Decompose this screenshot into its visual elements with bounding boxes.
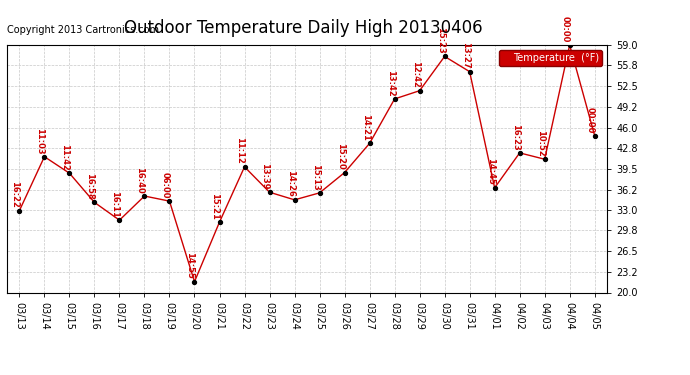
Text: 14:26: 14:26 — [286, 170, 295, 197]
Text: 00:00: 00:00 — [561, 16, 570, 42]
Point — [464, 69, 475, 75]
Text: 16:40: 16:40 — [135, 167, 144, 194]
Text: 15:21: 15:21 — [210, 193, 219, 219]
Text: 12:42: 12:42 — [411, 61, 420, 88]
Text: 16:58: 16:58 — [86, 173, 95, 200]
Text: 15:13: 15:13 — [310, 164, 319, 190]
Text: 14:55: 14:55 — [186, 252, 195, 279]
Text: 11:12: 11:12 — [235, 137, 244, 164]
Point — [289, 197, 300, 203]
Point — [589, 133, 600, 139]
Point — [514, 150, 525, 156]
Point — [39, 154, 50, 160]
Text: 13:42: 13:42 — [386, 70, 395, 96]
Text: 15:20: 15:20 — [335, 143, 344, 170]
Point — [14, 208, 25, 214]
Text: 13:27: 13:27 — [461, 42, 470, 69]
Point — [214, 219, 225, 225]
Point — [89, 200, 100, 206]
Text: 16:11: 16:11 — [110, 191, 119, 217]
Text: 06:00: 06:00 — [161, 172, 170, 199]
Point — [364, 140, 375, 146]
Point — [339, 170, 350, 176]
Legend: Temperature  (°F): Temperature (°F) — [499, 50, 602, 66]
Text: 11:42: 11:42 — [61, 144, 70, 171]
Text: Copyright 2013 Cartronics.com: Copyright 2013 Cartronics.com — [7, 25, 159, 35]
Text: 15:23: 15:23 — [435, 27, 444, 54]
Point — [139, 193, 150, 199]
Text: 16:22: 16:22 — [10, 181, 19, 208]
Point — [264, 189, 275, 195]
Point — [564, 42, 575, 48]
Point — [114, 217, 125, 223]
Point — [489, 185, 500, 191]
Text: 14:21: 14:21 — [361, 114, 370, 141]
Text: Outdoor Temperature Daily High 20130406: Outdoor Temperature Daily High 20130406 — [124, 19, 483, 37]
Text: 14:45: 14:45 — [486, 158, 495, 185]
Point — [189, 279, 200, 285]
Point — [164, 198, 175, 204]
Point — [389, 96, 400, 102]
Point — [239, 164, 250, 170]
Point — [64, 170, 75, 176]
Text: 13:39: 13:39 — [261, 163, 270, 190]
Text: 11:03: 11:03 — [35, 128, 44, 154]
Point — [439, 53, 450, 59]
Text: 00:00: 00:00 — [586, 107, 595, 133]
Point — [539, 156, 550, 162]
Text: 16:23: 16:23 — [511, 124, 520, 150]
Point — [314, 190, 325, 196]
Point — [414, 88, 425, 94]
Text: 10:52: 10:52 — [535, 130, 544, 157]
